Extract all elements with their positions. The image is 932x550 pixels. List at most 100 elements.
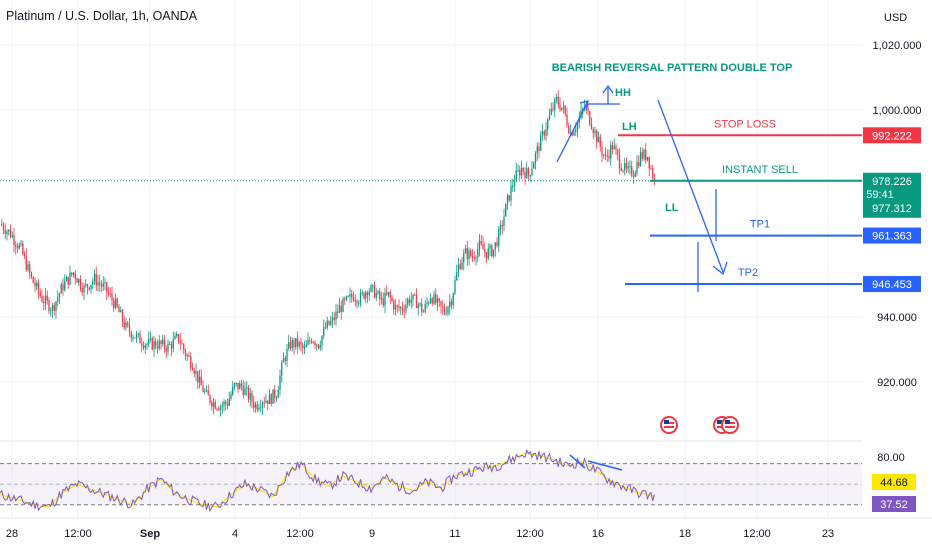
candle-body (1, 223, 3, 226)
candle-body (484, 249, 486, 252)
candle-body (309, 340, 311, 342)
x-tick-label: 12:00 (64, 528, 92, 540)
candle-body (393, 300, 395, 310)
candle-body (233, 383, 236, 387)
candle-body (165, 348, 167, 352)
candle-body (228, 398, 230, 406)
candle-body (636, 162, 638, 173)
candle-body (386, 292, 388, 295)
candle-body (403, 310, 405, 312)
candle-body (60, 284, 62, 294)
candle-body (258, 407, 260, 410)
candle-body (317, 344, 320, 349)
candle-body (613, 146, 615, 150)
candle-body (340, 305, 342, 312)
candle-body (197, 371, 199, 383)
candle-body (331, 317, 334, 322)
candle-body (368, 291, 370, 296)
candle-body (485, 251, 488, 259)
x-tick-label: 23 (822, 528, 834, 540)
candle-body (487, 248, 489, 259)
candle-body (629, 166, 631, 168)
candle-body (575, 129, 577, 132)
candle-body (251, 393, 253, 402)
candle-body (184, 350, 187, 357)
candle-body (193, 369, 195, 374)
candle-body (256, 404, 258, 410)
candle-body (590, 124, 593, 129)
candle-body (144, 344, 146, 348)
candle-body (433, 294, 435, 304)
rsi-ma-tag: 44.68 (880, 477, 908, 489)
candle-body (174, 336, 176, 340)
candle-body (298, 342, 300, 347)
candle-body (627, 166, 629, 169)
candle-body (303, 347, 306, 349)
candle-body (379, 291, 381, 300)
candle-body (407, 299, 409, 305)
lh-label: LH (622, 121, 637, 133)
price-tag-box (863, 276, 921, 293)
rsi-tick-label: 80.00 (877, 452, 905, 464)
candle-body (37, 282, 40, 293)
candle-body (503, 216, 505, 227)
candle-body (314, 342, 316, 346)
candle-body (172, 339, 174, 349)
us-flag-icon (721, 416, 739, 434)
candle-body (641, 152, 643, 159)
candle-body (634, 172, 636, 177)
candle-body (363, 292, 365, 299)
candle-body (606, 155, 608, 157)
trend-line (556, 100, 589, 163)
x-tick-label: 4 (232, 528, 238, 540)
candle-body (191, 367, 194, 370)
candle-body (237, 382, 239, 390)
candle-body (440, 301, 442, 306)
candle-body (27, 264, 29, 270)
candle-body (620, 168, 622, 171)
candle-body (312, 342, 314, 344)
price-tag: 978.226 (872, 176, 912, 188)
candle-body (513, 181, 516, 186)
candle-body (204, 391, 206, 393)
candle-body (333, 317, 335, 320)
candle-body (272, 389, 274, 404)
candle-body (508, 195, 510, 201)
candle-body (639, 152, 642, 166)
us-flag-icon (725, 426, 735, 428)
candle-body (622, 170, 624, 172)
candle-body (610, 145, 612, 159)
candle-body (361, 292, 363, 294)
candle-body (506, 195, 509, 204)
candle-body (648, 156, 650, 169)
price-tag: 977.312 (872, 203, 912, 215)
candle-body (571, 132, 573, 136)
candle-body (414, 294, 416, 296)
hh-label: HH (615, 87, 631, 99)
candle-body (382, 298, 384, 306)
last-price-box (863, 172, 921, 218)
candle-body (653, 178, 656, 180)
candle-body (566, 114, 568, 126)
candle-body (155, 341, 157, 347)
candle-body (464, 248, 467, 254)
candle-body (44, 295, 47, 304)
candle-body (153, 341, 155, 350)
candle-body (6, 231, 8, 235)
candle-body (550, 108, 552, 115)
candle-body (429, 298, 432, 303)
candle-body (214, 402, 216, 409)
candle-body (638, 162, 640, 166)
candle-body (324, 327, 327, 329)
y-tick-label: 1,020.000 (873, 40, 922, 52)
candle-body (438, 298, 440, 302)
candle-body (330, 321, 332, 325)
candle-body (97, 282, 99, 286)
candle-body (34, 282, 36, 287)
candle-body (211, 402, 213, 407)
candle-body (118, 306, 120, 313)
candle-body (603, 154, 605, 156)
candle-body (477, 249, 479, 258)
x-tick-label: 9 (369, 528, 375, 540)
